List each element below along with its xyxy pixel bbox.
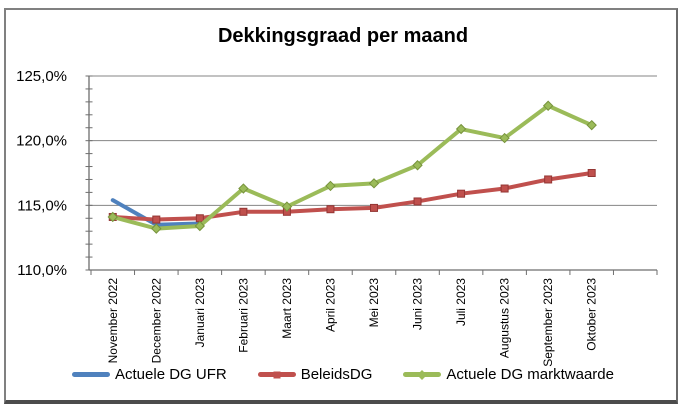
series-marker-actuele-dg-marktwaarde [107, 211, 118, 223]
series-marker-beleidsdg [413, 197, 422, 206]
x-category-label: Juli 2023 [454, 278, 468, 326]
x-category-label: Januari 2023 [193, 278, 207, 348]
y-tick-label: 110,0% [17, 262, 67, 279]
series-marker-actuele-dg-marktwaarde [586, 119, 597, 131]
x-category-label: December 2022 [149, 278, 163, 364]
series-marker-beleidsdg [457, 189, 466, 198]
y-tick-label: 120,0% [16, 133, 67, 150]
series-marker-beleidsdg [587, 169, 596, 177]
series-marker-beleidsdg [500, 184, 509, 193]
x-category-label: November 2022 [106, 278, 120, 364]
series-marker-actuele-dg-marktwaarde [368, 178, 380, 189]
series-marker-actuele-dg-marktwaarde [499, 132, 510, 144]
series-marker-beleidsdg [326, 205, 335, 214]
chart-title: Dekkingsgraad per maand [217, 25, 469, 47]
series-marker-beleidsdg [152, 215, 161, 224]
legend-line-swatch-actuele-dg-ufr [72, 368, 110, 381]
series-line-beleidsdg [110, 171, 594, 222]
legend-marker-icon [273, 371, 281, 378]
series-marker-actuele-dg-marktwaarde [281, 201, 293, 212]
series-marker-beleidsdg [239, 207, 248, 216]
legend-label-beleidsdg: BeleidsDG [300, 366, 373, 383]
legend-label-actuele-dg-ufr: Actuele DG UFR [115, 366, 227, 383]
series-marker-actuele-dg-marktwaarde [412, 160, 423, 171]
legend-label-actuele-dg-marktwaarde: Actuele DG marktwaarde [446, 366, 614, 383]
series-marker-beleidsdg [544, 175, 553, 184]
y-tick-label: 125,0% [16, 68, 67, 85]
series-marker-actuele-dg-marktwaarde [542, 100, 554, 111]
legend-line-icon [72, 372, 110, 377]
x-category-label: Februari 2023 [236, 278, 250, 353]
series-marker-beleidsdg [370, 203, 378, 212]
series-marker-actuele-dg-marktwaarde [238, 183, 249, 194]
x-category-label: April 2023 [323, 278, 337, 332]
series-marker-actuele-dg-marktwaarde [151, 223, 162, 234]
x-category-label: September 2023 [541, 278, 555, 367]
x-category-label: Oktober 2023 [585, 278, 599, 351]
legend-item-actuele-dg-marktwaarde: Actuele DG marktwaarde [403, 366, 614, 383]
series-marker-actuele-dg-marktwaarde [455, 123, 467, 135]
y-tick-label: 115,0% [17, 197, 67, 214]
x-category-label: Mei 2023 [367, 278, 381, 328]
chart-legend: Actuele DG UFR BeleidsDG Actuele DG marktw… [0, 366, 686, 383]
legend-item-beleidsdg: BeleidsDG [257, 366, 373, 383]
x-category-label: Maart 2023 [280, 278, 294, 339]
series-marker-actuele-dg-marktwaarde [325, 180, 336, 192]
legend-line-swatch-actuele-dg-marktwaarde [403, 368, 442, 381]
x-category-label: Augustus 2023 [498, 278, 512, 358]
legend-item-actuele-dg-ufr: Actuele DG UFR [72, 366, 227, 383]
series-marker-actuele-dg-marktwaarde [194, 220, 206, 232]
series-marker-beleidsdg [195, 214, 204, 223]
series-line-actuele-dg-marktwaarde [110, 103, 594, 231]
legend-line-swatch-beleidsdg [257, 368, 296, 381]
x-category-label: Juni 2023 [411, 278, 425, 330]
